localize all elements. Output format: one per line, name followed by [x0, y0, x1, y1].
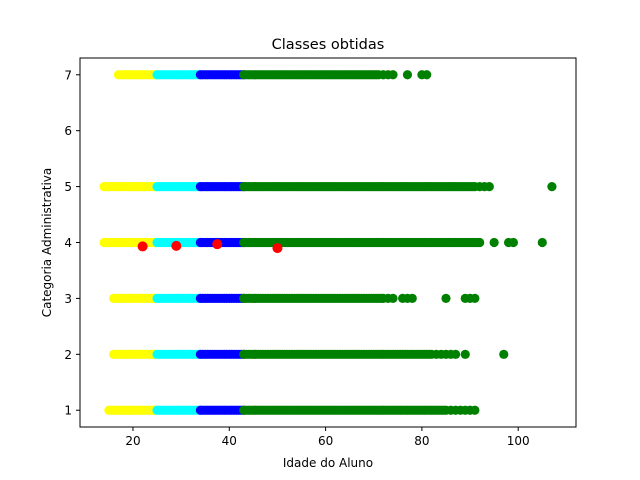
data-point-class-4: [508, 237, 518, 248]
data-point-class-4: [388, 293, 398, 304]
data-point-class-4: [475, 237, 485, 248]
y-tick-label: 4: [64, 236, 72, 250]
data-point-class-4: [451, 349, 461, 359]
data-point-class-4: [484, 181, 494, 192]
data-point-class-4: [537, 237, 547, 248]
data-point-class-4: [422, 70, 432, 80]
x-axis-label: Idade do Aluno: [283, 456, 373, 470]
data-point-class-4: [547, 181, 557, 192]
data-point-class-4: [470, 293, 480, 304]
x-tick-label: 80: [414, 434, 429, 448]
y-tick-label: 6: [64, 124, 72, 138]
centroid-point: [171, 240, 182, 251]
data-point-class-4: [460, 349, 470, 359]
y-tick-label: 1: [64, 404, 72, 418]
x-tick-label: 100: [507, 434, 530, 448]
centroid-point: [212, 239, 223, 250]
x-tick-label: 40: [222, 434, 237, 448]
data-point-class-4: [489, 237, 499, 248]
x-axis: 20 40 60 80 100: [125, 427, 530, 448]
centroid-point: [272, 243, 283, 254]
y-tick-label: 7: [64, 68, 72, 82]
y-axis: 1 2 3 4 5 6 7: [64, 68, 80, 418]
data-point-class-4: [402, 70, 413, 80]
x-tick-label: 20: [125, 434, 140, 448]
data-point-class-4: [499, 349, 509, 359]
centroid-point: [137, 241, 148, 252]
data-point-class-4: [441, 293, 451, 304]
data-point-class-4: [470, 405, 480, 415]
chart-title: Classes obtidas: [272, 37, 385, 53]
x-tick-label: 60: [318, 434, 333, 448]
data-point-class-4: [407, 293, 417, 304]
data-point-class-4: [388, 70, 398, 80]
y-tick-label: 5: [64, 180, 72, 194]
y-tick-label: 2: [64, 348, 72, 362]
y-axis-label: Categoria Administrativa: [40, 168, 54, 318]
y-tick-label: 3: [64, 292, 72, 306]
plot-area: [99, 70, 557, 415]
